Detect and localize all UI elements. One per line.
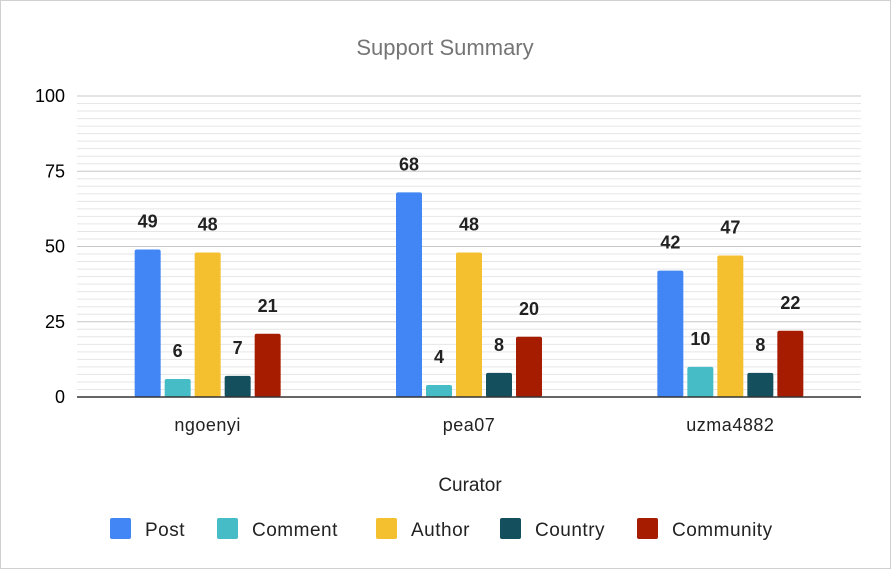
bar-community-pea07 bbox=[516, 336, 542, 397]
bar-post-uzma4882 bbox=[657, 270, 684, 397]
bar-author-uzma4882 bbox=[717, 255, 744, 397]
legend-label-country: Country bbox=[535, 520, 605, 541]
x-axis-label: Curator bbox=[438, 475, 502, 496]
bar-community-uzma4882 bbox=[777, 330, 804, 397]
data-label: 21 bbox=[258, 296, 278, 316]
legend-swatch-post bbox=[110, 518, 131, 539]
bar-post-pea07 bbox=[396, 192, 422, 397]
data-label: 49 bbox=[138, 212, 158, 232]
y-tick-label: 0 bbox=[55, 387, 65, 407]
legend-swatch-comment bbox=[217, 518, 238, 539]
data-label: 4 bbox=[434, 347, 444, 367]
x-tick-label: uzma4882 bbox=[686, 415, 774, 435]
data-label: 42 bbox=[660, 233, 680, 253]
data-label: 8 bbox=[755, 335, 765, 355]
data-label: 10 bbox=[690, 329, 710, 349]
bar-author-ngoenyi bbox=[194, 252, 221, 397]
data-label: 22 bbox=[780, 293, 800, 313]
y-tick-label: 25 bbox=[45, 312, 65, 332]
y-tick-label: 100 bbox=[35, 86, 65, 106]
bar-country-pea07 bbox=[486, 372, 512, 397]
x-tick-label: ngoenyi bbox=[174, 415, 241, 435]
bar-comment-uzma4882 bbox=[687, 366, 714, 397]
x-tick-label: pea07 bbox=[443, 415, 496, 435]
data-label: 6 bbox=[173, 341, 183, 361]
bar-country-ngoenyi bbox=[224, 375, 251, 397]
data-label: 48 bbox=[459, 215, 479, 235]
data-label: 47 bbox=[720, 218, 740, 238]
legend-swatch-author bbox=[376, 518, 397, 539]
bar-community-ngoenyi bbox=[254, 333, 281, 397]
data-label: 68 bbox=[399, 154, 419, 174]
legend-label-community: Community bbox=[672, 520, 773, 541]
legend-label-post: Post bbox=[145, 520, 185, 541]
legend-label-author: Author bbox=[411, 520, 470, 541]
bar-comment-ngoenyi bbox=[164, 378, 191, 397]
data-label: 20 bbox=[519, 299, 539, 319]
data-label: 8 bbox=[494, 335, 504, 355]
chart-title: Support Summary bbox=[356, 35, 533, 60]
y-tick-label: 50 bbox=[45, 237, 65, 257]
data-label: 48 bbox=[198, 215, 218, 235]
x-axis: ngoenyi pea07 uzma4882 bbox=[77, 396, 861, 435]
y-tick-label: 75 bbox=[45, 161, 65, 181]
legend-label-comment: Comment bbox=[252, 520, 338, 541]
legend: Post Comment Author Country Community bbox=[110, 518, 773, 541]
bar-author-pea07 bbox=[456, 252, 482, 397]
data-labels: 49 6 48 7 21 68 4 48 8 20 42 10 47 8 22 bbox=[138, 154, 801, 367]
bar-post-ngoenyi bbox=[134, 249, 161, 397]
data-label: 7 bbox=[233, 338, 243, 358]
legend-swatch-community bbox=[637, 518, 658, 539]
legend-swatch-country bbox=[500, 518, 521, 539]
bar-comment-pea07 bbox=[426, 384, 452, 397]
bars bbox=[134, 192, 804, 397]
y-axis: 0 25 50 75 100 bbox=[35, 86, 65, 407]
bar-country-uzma4882 bbox=[747, 372, 774, 397]
